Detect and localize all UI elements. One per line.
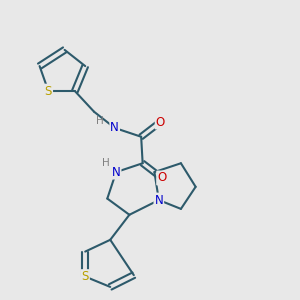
Text: N: N (154, 194, 163, 207)
Text: H: H (96, 116, 104, 126)
Text: S: S (82, 270, 89, 283)
Text: O: O (156, 116, 165, 128)
Text: H: H (102, 158, 110, 168)
Text: N: N (112, 166, 121, 178)
Text: N: N (110, 122, 119, 134)
Text: O: O (157, 172, 167, 184)
Text: S: S (45, 85, 52, 98)
